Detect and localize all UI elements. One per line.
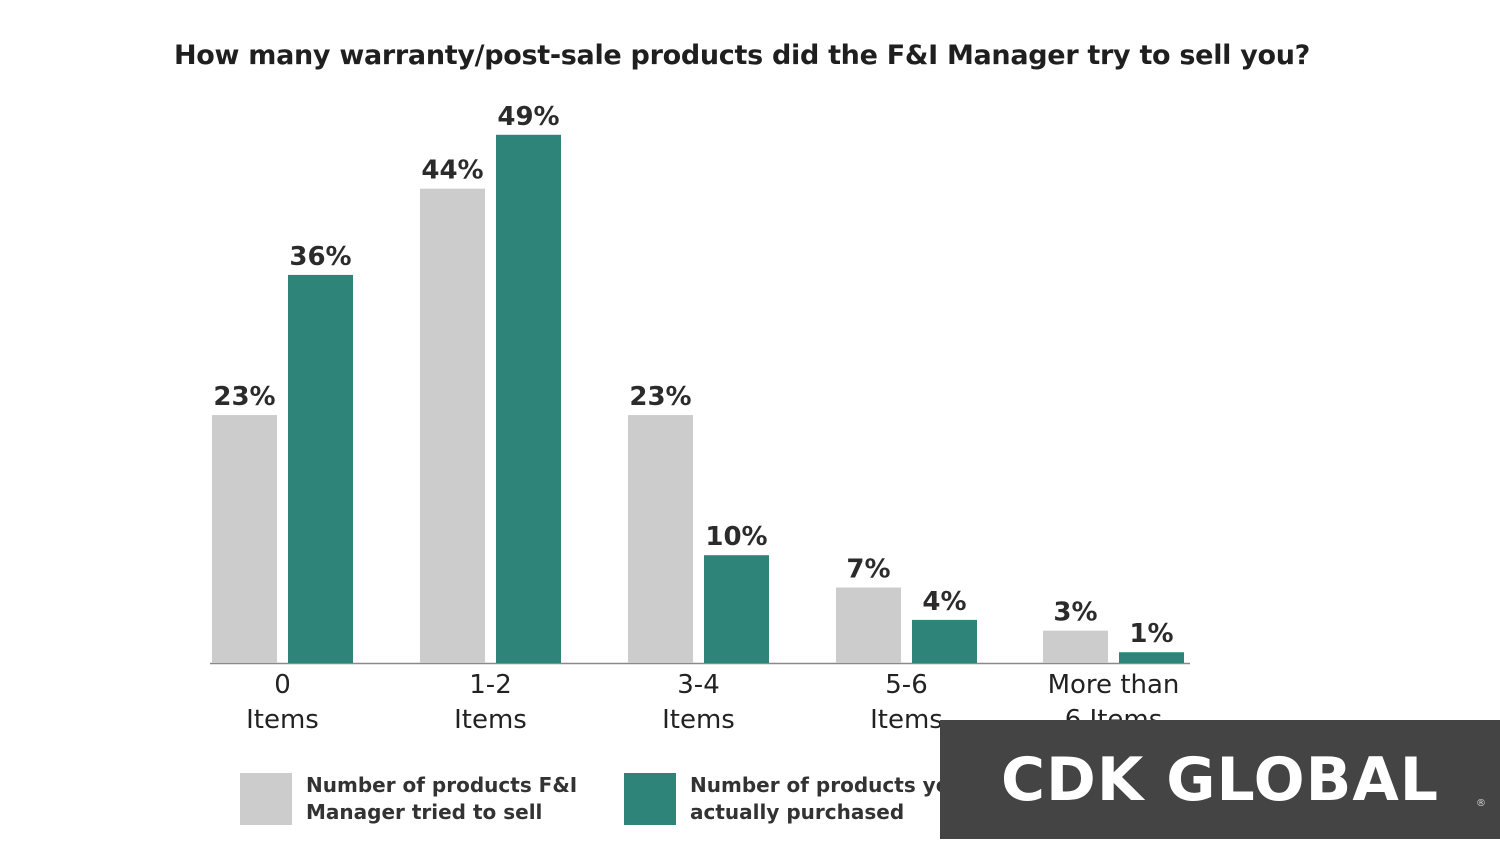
bar-purchased-2	[704, 555, 769, 663]
data-label-tried-2: 23%	[629, 382, 691, 412]
bar-purchased-1	[496, 134, 561, 663]
data-label-purchased-2: 10%	[705, 522, 767, 552]
data-label-tried-4: 3%	[1053, 598, 1097, 628]
data-label-purchased-4: 1%	[1129, 619, 1173, 649]
data-label-tried-3: 7%	[846, 555, 890, 585]
bar-tried-4	[1043, 630, 1108, 663]
category-label-1: 1-2 Items	[454, 670, 527, 735]
category-label-3: 5-6 Items	[870, 670, 943, 735]
legend-swatch-purchased	[624, 773, 676, 825]
bar-purchased-0	[288, 274, 353, 663]
chart-title: How many warranty/post-sale products did…	[173, 40, 1311, 71]
bar-tried-2	[628, 415, 693, 663]
bar-purchased-3	[912, 619, 977, 663]
category-label-2: 3-4 Items	[662, 670, 735, 735]
bar-tried-1	[420, 188, 485, 663]
data-label-purchased-1: 49%	[497, 102, 559, 132]
data-label-purchased-3: 4%	[922, 587, 966, 617]
logo-registered-mark: ®	[1476, 798, 1486, 809]
legend-label-tried: Number of products F&I Manager tried to …	[306, 773, 578, 824]
legend-label-purchased: Number of products you actually purchase…	[690, 773, 964, 824]
legend-swatch-tried	[240, 773, 292, 825]
data-label-tried-1: 44%	[421, 156, 483, 186]
legend-item-tried: Number of products F&I Manager tried to …	[240, 772, 586, 826]
bar-purchased-4	[1119, 652, 1184, 663]
data-label-tried-0: 23%	[213, 382, 275, 412]
legend-item-purchased: Number of products you actually purchase…	[624, 772, 970, 826]
bar-tried-0	[212, 415, 277, 663]
data-label-purchased-0: 36%	[289, 242, 351, 272]
category-label-0: 0 Items	[246, 670, 319, 735]
bar-tried-3	[836, 587, 901, 663]
logo-text: CDK GLOBAL	[1001, 744, 1439, 815]
cdk-global-logo: CDK GLOBAL ®	[940, 720, 1500, 839]
